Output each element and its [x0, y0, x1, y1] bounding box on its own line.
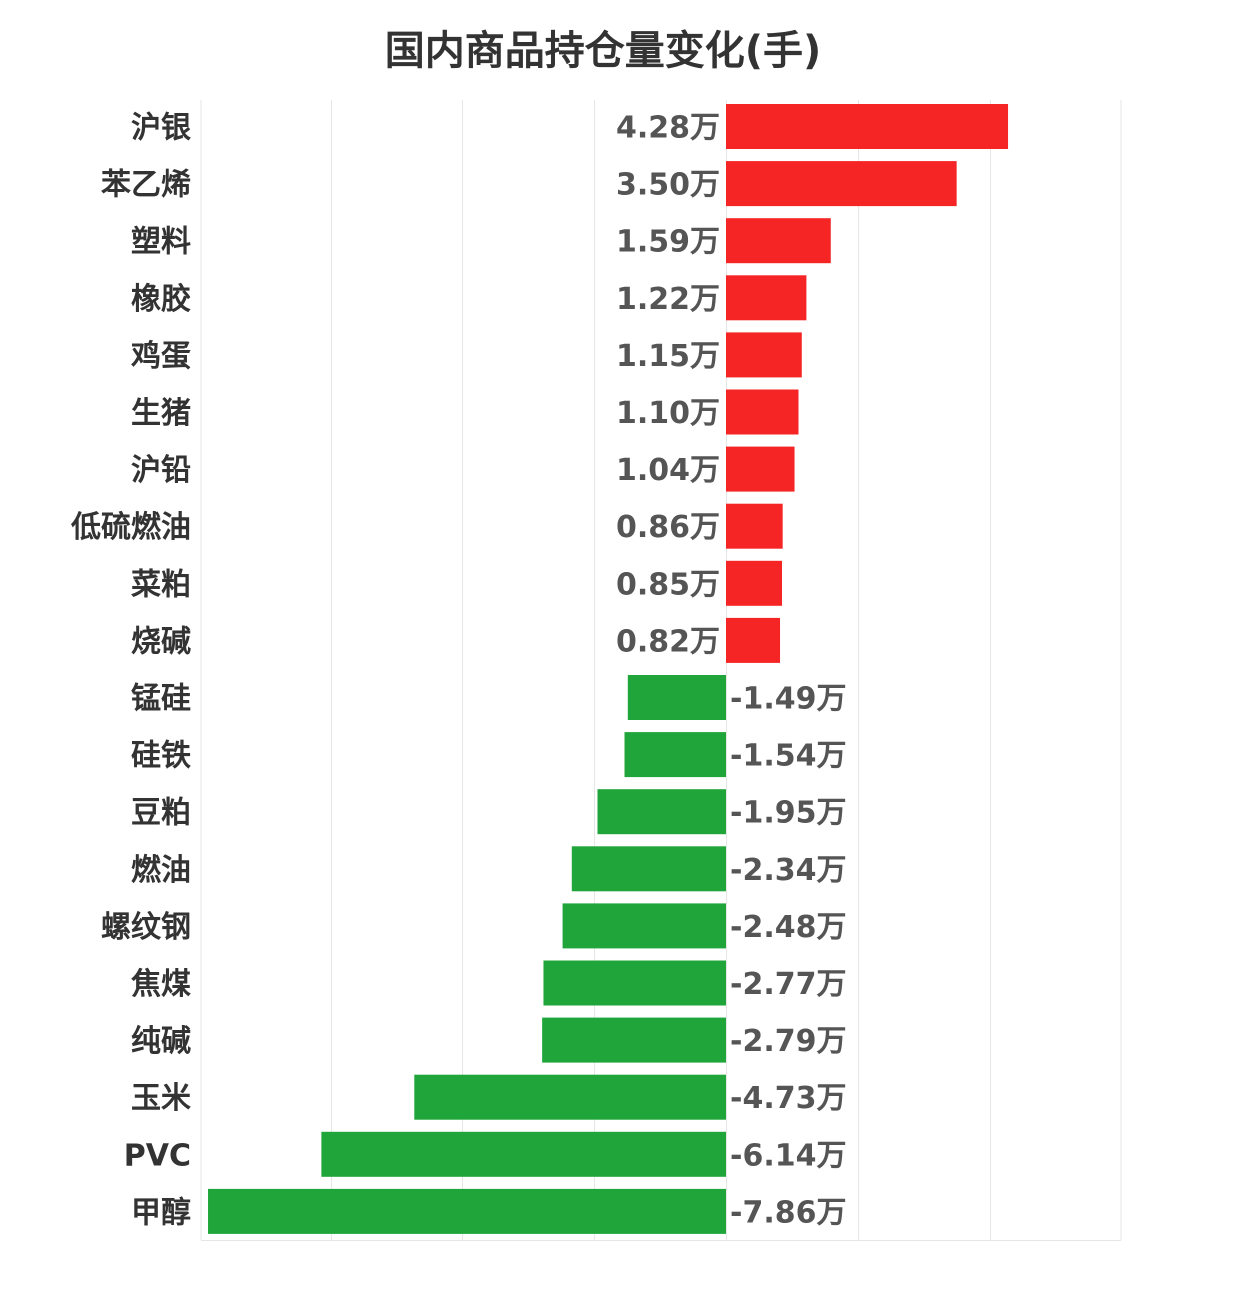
- data-label: -7.86万: [730, 1195, 846, 1230]
- category-label: PVC: [124, 1138, 191, 1173]
- bar-2: [726, 218, 831, 264]
- category-label: 烧碱: [131, 624, 191, 659]
- category-label: 鸡蛋: [131, 339, 191, 374]
- data-label: 1.10万: [616, 396, 720, 431]
- category-label: 沪银: [131, 111, 191, 146]
- category-label: 甲醇: [131, 1195, 191, 1230]
- category-label: 低硫燃油: [70, 510, 191, 545]
- bar-8: [726, 560, 783, 606]
- category-label: 锰硅: [131, 682, 191, 717]
- data-label: 1.22万: [616, 282, 720, 317]
- bar-15: [543, 960, 726, 1006]
- category-label: 硅铁: [131, 739, 191, 774]
- data-label: -4.73万: [730, 1081, 846, 1116]
- category-label: 螺纹钢: [101, 910, 191, 945]
- bar-11: [624, 732, 726, 778]
- data-label: -2.34万: [730, 853, 846, 888]
- bar-6: [726, 446, 795, 492]
- data-label: -1.49万: [730, 682, 846, 717]
- category-label: 燃油: [131, 853, 191, 888]
- bar-13: [571, 846, 726, 892]
- bar-18: [321, 1131, 726, 1177]
- bar-19: [208, 1188, 726, 1234]
- category-label: 生猪: [131, 396, 191, 431]
- data-label: -6.14万: [730, 1138, 846, 1173]
- category-label: 沪铅: [131, 453, 191, 488]
- category-label: 纯碱: [131, 1024, 191, 1059]
- data-label: -1.54万: [730, 739, 846, 774]
- data-label: -2.77万: [730, 967, 846, 1002]
- bar-4: [726, 332, 802, 378]
- category-label: 豆粕: [131, 796, 191, 831]
- bar-14: [562, 903, 726, 949]
- bar-5: [726, 389, 799, 435]
- bar-9: [726, 617, 781, 663]
- category-label: 菜粕: [131, 567, 191, 602]
- bar-17: [414, 1074, 726, 1120]
- data-label: 1.59万: [616, 225, 720, 260]
- category-label: 苯乙烯: [101, 168, 191, 203]
- bar-1: [726, 161, 957, 207]
- data-label: -2.79万: [730, 1024, 846, 1059]
- category-label: 塑料: [131, 225, 191, 260]
- data-label: 0.82万: [616, 624, 720, 659]
- data-label: 0.86万: [616, 510, 720, 545]
- data-label: -1.95万: [730, 796, 846, 831]
- data-label: 1.15万: [616, 339, 720, 374]
- bars-layer: [208, 104, 1009, 1234]
- grid-layer: [200, 100, 1122, 1241]
- data-label: 0.85万: [616, 567, 720, 602]
- category-label: 玉米: [131, 1081, 191, 1116]
- category-label: 橡胶: [131, 282, 191, 317]
- bar-3: [726, 275, 807, 321]
- chart-title: 国内商品持仓量变化(手): [384, 28, 822, 74]
- bar-16: [542, 1017, 726, 1063]
- bar-12: [597, 789, 726, 835]
- category-label: 焦煤: [131, 967, 191, 1002]
- bar-7: [726, 503, 783, 549]
- data-label: 3.50万: [616, 168, 720, 203]
- data-label: 1.04万: [616, 453, 720, 488]
- data-label: 4.28万: [616, 111, 720, 146]
- bar-0: [726, 104, 1009, 149]
- bar-10: [627, 675, 726, 720]
- data-label: -2.48万: [730, 910, 846, 945]
